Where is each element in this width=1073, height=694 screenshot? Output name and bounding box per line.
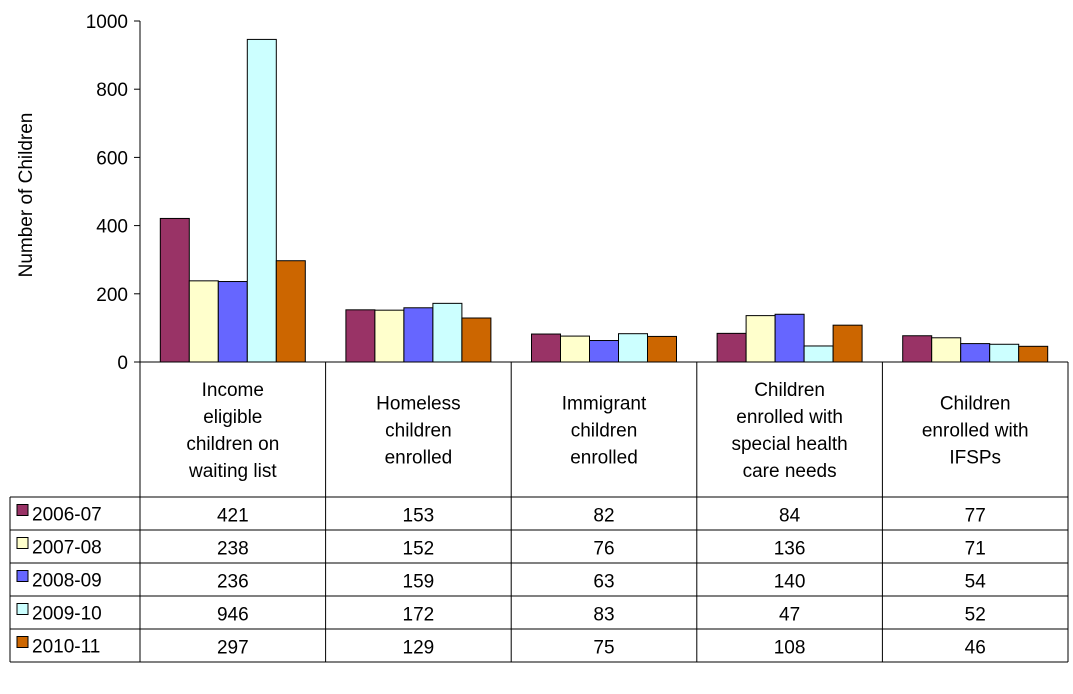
legend-label: 2010-11 bbox=[32, 637, 100, 658]
legend-key-2008-09 bbox=[16, 570, 29, 582]
x-category-label-line: Income bbox=[202, 380, 264, 401]
bar-2008-09-1 bbox=[217, 281, 248, 363]
legend-label: 2006-07 bbox=[32, 505, 102, 526]
bar-2010-11-3 bbox=[647, 335, 677, 363]
data-table-cell: 63 bbox=[593, 572, 614, 593]
bar-2008-09-2 bbox=[403, 307, 434, 363]
bar-2006-07-3 bbox=[531, 333, 561, 363]
x-category-label: Immigrant children enrolled bbox=[562, 394, 647, 469]
bar-2010-11-1 bbox=[275, 260, 306, 363]
y-tick-label: 600 bbox=[96, 148, 128, 169]
data-table: Income eligible children on waiting list Hom… bbox=[9, 361, 1069, 663]
x-category-label-line: enrolled with bbox=[922, 421, 1029, 442]
data-table-cell: 236 bbox=[217, 572, 249, 593]
data-table-cell: 297 bbox=[217, 638, 249, 659]
bar-2009-10-2 bbox=[432, 302, 463, 363]
y-tick-label: 0 bbox=[117, 353, 128, 374]
legend-key-2006-07 bbox=[16, 504, 29, 516]
legend-key-2007-08 bbox=[16, 537, 29, 549]
x-category-label-line: children bbox=[571, 421, 638, 442]
data-table-cell: 140 bbox=[774, 572, 806, 593]
bar-2009-10-4 bbox=[803, 345, 834, 363]
x-category-label-line: enrolled bbox=[385, 448, 453, 469]
y-tick-label: 400 bbox=[96, 217, 128, 238]
x-category-label-line: IFSPs bbox=[949, 448, 1001, 469]
y-tick-label: 800 bbox=[96, 80, 128, 101]
bar-2007-08-4 bbox=[745, 315, 776, 363]
bar-2006-07-1 bbox=[159, 217, 190, 363]
bar-2010-11-2 bbox=[461, 317, 492, 363]
data-table-cell: 108 bbox=[774, 638, 806, 659]
legend-label: 2009-10 bbox=[32, 604, 102, 625]
x-category-label-line: care needs bbox=[743, 461, 837, 482]
bar-2007-08-2 bbox=[374, 309, 405, 363]
bar-2008-09-3 bbox=[589, 340, 619, 363]
legend-key-2010-11 bbox=[16, 636, 29, 648]
data-table-cell: 54 bbox=[965, 572, 987, 593]
bar-2007-08-3 bbox=[560, 335, 590, 363]
x-category-label-line: waiting list bbox=[188, 461, 277, 482]
x-category-label-line: children bbox=[385, 421, 452, 442]
bar-2006-07-5 bbox=[902, 335, 933, 363]
data-table-cell: 136 bbox=[774, 539, 806, 560]
y-axis-label: Number of Children bbox=[16, 113, 37, 278]
legend-label: 2008-09 bbox=[32, 571, 102, 592]
data-table-cell: 172 bbox=[403, 605, 435, 626]
bar-2006-07-4 bbox=[716, 332, 747, 363]
data-table-cell: 76 bbox=[593, 539, 614, 560]
data-table-cell: 83 bbox=[593, 605, 614, 626]
legend-key-2009-10 bbox=[16, 603, 29, 615]
y-tick-label: 200 bbox=[96, 285, 128, 306]
y-tick-label: 1000 bbox=[86, 12, 128, 33]
legend-label: 2007-08 bbox=[32, 538, 102, 559]
data-table-cell: 46 bbox=[965, 638, 986, 659]
x-category-label-line: enrolled with bbox=[736, 407, 843, 428]
data-table-cell: 946 bbox=[217, 605, 249, 626]
data-table-cell: 129 bbox=[403, 638, 435, 659]
x-category-label-line: Children bbox=[940, 394, 1011, 415]
bar-2007-08-1 bbox=[188, 280, 219, 363]
data-table-cell: 47 bbox=[779, 605, 800, 626]
bar-2009-10-3 bbox=[618, 333, 648, 363]
x-category-label: Children enrolled with IFSPs bbox=[922, 394, 1029, 469]
data-table-cell: 153 bbox=[403, 506, 435, 527]
bar-2009-10-1 bbox=[246, 38, 277, 363]
x-category-label-line: Immigrant bbox=[562, 394, 647, 415]
bar-2006-07-2 bbox=[345, 309, 376, 363]
data-table-cell: 75 bbox=[593, 638, 614, 659]
x-category-label: Homeless children enrolled bbox=[376, 394, 460, 469]
bar-2010-11-4 bbox=[832, 324, 863, 363]
x-category-label-line: eligible bbox=[203, 407, 262, 428]
data-table-cell: 71 bbox=[965, 539, 986, 560]
x-category-label: Children enrolled with special health care … bbox=[731, 380, 847, 482]
bar-2010-11-5 bbox=[1018, 345, 1049, 363]
bar-2008-09-4 bbox=[774, 313, 805, 363]
bar-2009-10-5 bbox=[989, 343, 1020, 363]
data-table-cell: 159 bbox=[403, 572, 435, 593]
bar-2007-08-5 bbox=[931, 337, 962, 363]
data-table-cell: 82 bbox=[593, 506, 614, 527]
x-category-label-line: special health bbox=[731, 434, 847, 455]
data-table-cell: 152 bbox=[403, 539, 435, 560]
data-table-cell: 77 bbox=[965, 506, 986, 527]
data-table-cell: 421 bbox=[217, 506, 249, 527]
x-category-label-line: Homeless bbox=[376, 394, 460, 415]
bar-2008-09-5 bbox=[960, 343, 991, 363]
bar-area bbox=[159, 38, 1049, 363]
x-category-label-line: enrolled bbox=[570, 448, 638, 469]
y-axis: 0 200 400 600 800 1000 bbox=[86, 12, 141, 374]
data-table-cell: 238 bbox=[217, 539, 249, 560]
x-category-label-line: Children bbox=[754, 380, 825, 401]
x-category-label: Income eligible children on waiting list bbox=[186, 380, 279, 482]
data-table-cell: 84 bbox=[779, 506, 801, 527]
x-category-label-line: children on bbox=[186, 434, 279, 455]
data-table-cell: 52 bbox=[965, 605, 986, 626]
